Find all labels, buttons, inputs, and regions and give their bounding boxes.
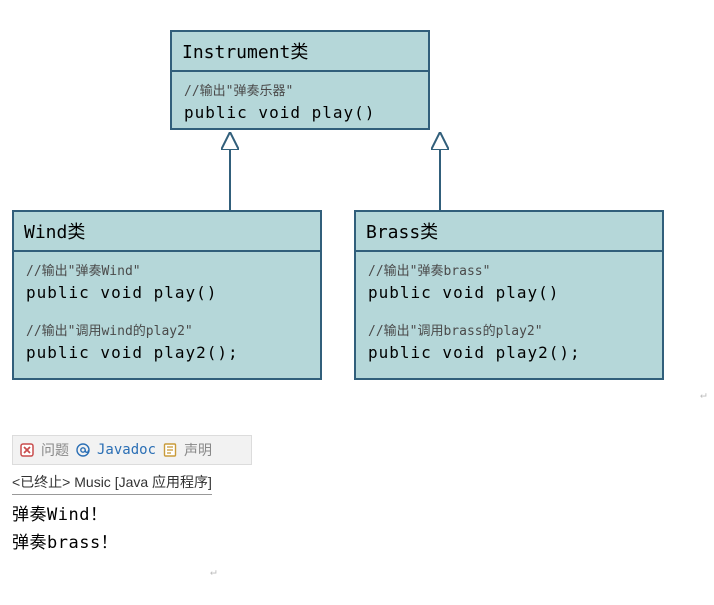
uml-method: public void play2(); — [368, 343, 650, 362]
spacer — [368, 306, 650, 320]
spacer — [26, 306, 308, 320]
console-run-header: <已终止> Music [Java 应用程序] — [12, 472, 212, 495]
uml-body-brass: //输出"弹奏brass" public void play() //输出"调用br… — [356, 252, 662, 378]
uml-comment: //输出"弹奏brass" — [368, 260, 650, 279]
uml-comment: //输出"调用wind的play2" — [26, 320, 308, 339]
tab-label-problems[interactable]: 问题 — [41, 440, 69, 460]
console-output-line: 弹奏brass！ — [12, 528, 118, 553]
uml-method: public void play() — [184, 103, 416, 122]
uml-comment: //输出"弹奏Wind" — [26, 260, 308, 279]
uml-method: public void play() — [26, 283, 308, 302]
inheritance-arrow-shaft — [229, 150, 231, 210]
uml-body-wind: //输出"弹奏Wind" public void play() //输出"调用win… — [14, 252, 320, 378]
console-output-line: 弹奏Wind！ — [12, 500, 107, 525]
uml-class-wind: Wind类 //输出"弹奏Wind"public void play()//输出… — [12, 210, 322, 380]
error-icon — [19, 442, 35, 458]
uml-comment: //输出"调用brass的play2" — [368, 320, 650, 339]
uml-method: public void play2(); — [26, 343, 308, 362]
paragraph-mark: ↵ — [210, 565, 217, 578]
declaration-icon — [162, 442, 178, 458]
inheritance-arrow-head — [431, 132, 449, 150]
uml-comment: //输出"弹奏乐器" — [184, 80, 416, 99]
paragraph-mark: ↵ — [700, 388, 707, 401]
at-icon — [75, 442, 91, 458]
uml-class-brass: Brass类 //输出"弹奏brass"public void play()//… — [354, 210, 664, 380]
uml-method: public void play() — [368, 283, 650, 302]
uml-title-wind: Wind类 — [14, 212, 320, 252]
console-tabs: 问题 Javadoc 声明 — [12, 435, 252, 465]
inheritance-arrow-shaft — [439, 150, 441, 210]
tab-label-javadoc[interactable]: Javadoc — [97, 442, 156, 458]
uml-title-instrument: Instrument类 — [172, 32, 428, 72]
uml-body-instrument: //输出"弹奏乐器" public void play() — [172, 72, 428, 134]
inheritance-arrow-head — [221, 132, 239, 150]
uml-class-instrument: Instrument类 //输出"弹奏乐器" public void play() — [170, 30, 430, 130]
uml-title-brass: Brass类 — [356, 212, 662, 252]
tab-label-declaration[interactable]: 声明 — [184, 440, 212, 460]
